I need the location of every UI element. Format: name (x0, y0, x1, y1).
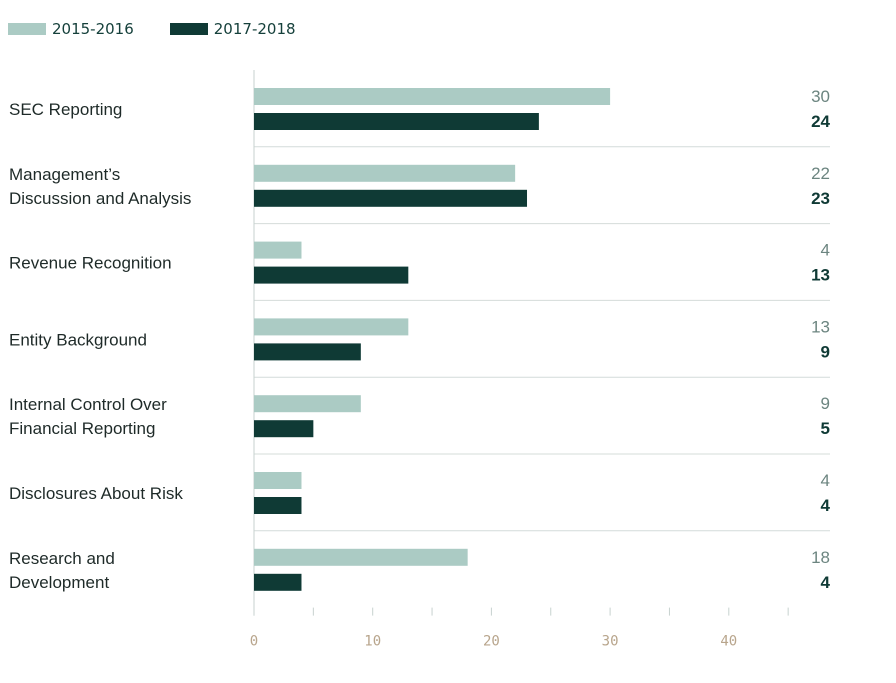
value-label-2017-2018: 4 (821, 496, 831, 515)
category-label: Management’s (9, 165, 120, 184)
value-label-2017-2018: 4 (821, 573, 831, 592)
legend-swatch-2017-2018 (169, 23, 208, 35)
category-label: Development (9, 573, 109, 592)
legend: 2015-2016 2017-2018 (8, 20, 296, 38)
bar-2017-2018 (254, 420, 314, 438)
legend-item-2015-2016: 2015-2016 (8, 20, 134, 38)
value-label-2015-2016: 4 (821, 241, 830, 260)
x-tick-label: 10 (364, 634, 381, 650)
legend-label-2017-2018: 2017-2018 (213, 20, 296, 38)
x-tick-label: 40 (720, 634, 737, 650)
bar-2015-2016 (254, 395, 361, 413)
category-label: Entity Background (9, 330, 147, 349)
bar-2015-2016 (254, 241, 302, 259)
value-label-2017-2018: 9 (821, 342, 830, 361)
category-label: Discussion and Analysis (9, 189, 191, 208)
bar-2015-2016 (254, 318, 409, 336)
bar-2015-2016 (254, 88, 611, 105)
value-label-2017-2018: 13 (811, 266, 830, 285)
value-label-2015-2016: 30 (811, 87, 830, 106)
value-label-2015-2016: 18 (811, 548, 830, 567)
legend-swatch-2015-2016 (8, 23, 46, 35)
category-label: Revenue Recognition (9, 254, 172, 273)
value-label-2015-2016: 9 (821, 394, 830, 413)
value-label-2015-2016: 22 (811, 164, 830, 183)
x-tick-label: 0 (250, 634, 258, 650)
bar-2015-2016 (254, 472, 302, 489)
value-label-2015-2016: 4 (821, 471, 830, 490)
bar-2017-2018 (254, 266, 409, 284)
bar-2015-2016 (254, 548, 468, 566)
category-label: SEC Reporting (9, 100, 122, 119)
bar-2017-2018 (254, 113, 539, 130)
x-tick-label: 30 (602, 634, 619, 650)
bar-2017-2018 (254, 497, 302, 514)
category-label: Research and (9, 549, 115, 568)
value-label-2017-2018: 24 (811, 112, 830, 131)
bar-2017-2018 (254, 343, 361, 361)
value-label-2017-2018: 23 (811, 189, 830, 208)
legend-item-2017-2018: 2017-2018 (169, 20, 296, 38)
legend-label-2015-2016: 2015-2016 (52, 20, 134, 38)
bar-2015-2016 (254, 164, 516, 182)
x-tick-label: 20 (483, 634, 500, 650)
value-label-2017-2018: 5 (821, 419, 830, 438)
bar-2017-2018 (254, 573, 302, 591)
category-label: Disclosures About Risk (9, 484, 183, 503)
value-label-2015-2016: 13 (811, 317, 830, 336)
category-label: Internal Control Over (9, 395, 167, 414)
bar-2017-2018 (254, 189, 528, 207)
category-label: Financial Reporting (9, 419, 155, 438)
